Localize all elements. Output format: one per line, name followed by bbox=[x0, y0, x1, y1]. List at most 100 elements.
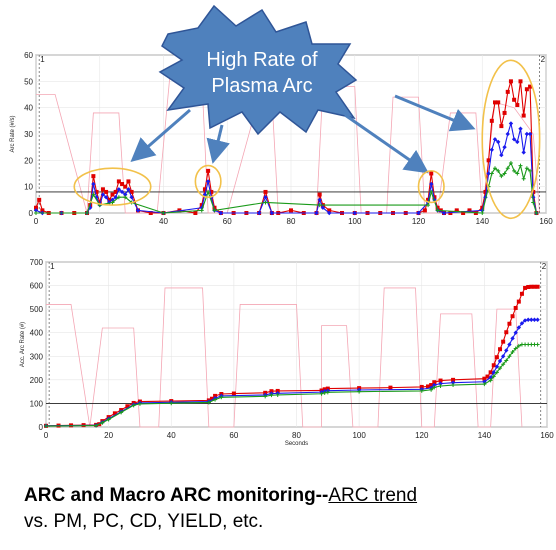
point-red bbox=[461, 211, 466, 215]
point-green bbox=[534, 211, 539, 215]
point-red bbox=[505, 89, 510, 94]
point-red bbox=[513, 305, 518, 310]
point-blue bbox=[352, 210, 357, 216]
point-red bbox=[510, 314, 515, 319]
point-blue bbox=[519, 321, 525, 326]
point-red bbox=[212, 205, 217, 210]
y-tick-label: 50 bbox=[24, 77, 33, 86]
x-tick-label: 60 bbox=[223, 217, 232, 226]
point-green bbox=[531, 200, 536, 205]
point-red bbox=[502, 110, 507, 115]
point-green bbox=[513, 346, 518, 351]
point-blue bbox=[513, 330, 518, 335]
point-green bbox=[505, 166, 510, 171]
point-blue bbox=[33, 208, 39, 213]
point-blue bbox=[489, 147, 495, 152]
point-blue bbox=[492, 137, 498, 142]
highlight-ellipse bbox=[481, 59, 541, 220]
point-red bbox=[435, 205, 440, 210]
point-red bbox=[120, 182, 125, 187]
point-blue bbox=[441, 210, 447, 216]
point-green bbox=[34, 211, 38, 215]
x-tick-label: 0 bbox=[34, 217, 39, 226]
point-red bbox=[327, 208, 332, 213]
point-green bbox=[498, 366, 503, 371]
x-tick-label: 40 bbox=[159, 217, 168, 226]
point-red bbox=[515, 103, 520, 108]
point-green bbox=[501, 362, 506, 367]
point-blue bbox=[518, 126, 523, 131]
point-red bbox=[209, 396, 214, 401]
point-green bbox=[161, 211, 166, 215]
point-green bbox=[507, 354, 512, 359]
point-red bbox=[496, 100, 501, 105]
point-blue bbox=[510, 336, 515, 341]
y-tick-label: 60 bbox=[24, 51, 33, 60]
y-tick-label: 600 bbox=[30, 282, 44, 291]
x-tick-label: 80 bbox=[292, 431, 301, 440]
point-red bbox=[482, 376, 487, 381]
point-red bbox=[202, 187, 207, 192]
point-blue bbox=[314, 210, 319, 216]
point-red bbox=[126, 179, 131, 184]
point-blue bbox=[269, 210, 275, 216]
point-red bbox=[486, 158, 491, 163]
caption-line-1: ARC and Macro ARC monitoring--ARC trend bbox=[24, 483, 544, 509]
point-green bbox=[435, 208, 440, 213]
highlight-ellipse bbox=[194, 164, 222, 198]
series-line-blue bbox=[45, 319, 538, 427]
point-blue bbox=[507, 342, 512, 347]
point-red bbox=[535, 284, 540, 289]
point-blue bbox=[504, 348, 509, 353]
point-green bbox=[504, 358, 509, 363]
point-red bbox=[116, 179, 121, 184]
x-tick-label: 120 bbox=[415, 431, 429, 440]
point-blue bbox=[429, 181, 434, 187]
point-blue bbox=[500, 354, 506, 359]
caption-line-2: vs. PM, PC, CD, YIELD, etc. bbox=[24, 511, 264, 532]
point-red bbox=[209, 189, 214, 194]
y-tick-label: 200 bbox=[30, 376, 44, 385]
point-red bbox=[199, 203, 204, 208]
x-tick-label: 0 bbox=[44, 431, 49, 440]
y-tick-label: 0 bbox=[29, 209, 34, 218]
point-blue bbox=[486, 171, 491, 176]
point-red bbox=[523, 285, 528, 290]
point-green bbox=[524, 166, 529, 171]
x-tick-label: 100 bbox=[348, 217, 362, 226]
point-green bbox=[510, 350, 515, 355]
x-tick-label: 80 bbox=[287, 217, 296, 226]
marker-label: 2 bbox=[542, 262, 547, 271]
point-red bbox=[429, 171, 434, 176]
point-red bbox=[275, 388, 280, 393]
point-red bbox=[489, 118, 494, 123]
point-red bbox=[518, 79, 523, 84]
point-blue bbox=[497, 358, 503, 364]
point-green bbox=[325, 390, 330, 395]
point-green bbox=[438, 383, 443, 388]
point-green bbox=[502, 171, 507, 176]
point-green bbox=[491, 374, 496, 379]
point-red bbox=[529, 284, 534, 289]
point-green bbox=[85, 211, 89, 215]
point-red bbox=[94, 189, 99, 194]
point-blue bbox=[320, 205, 326, 210]
point-green bbox=[123, 195, 128, 200]
point-red bbox=[231, 391, 236, 396]
point-red bbox=[498, 347, 503, 352]
point-blue bbox=[416, 210, 421, 216]
accumulated-arc-chart-panel: 1 2 0 20 40 60 80 100 120 140 160 0 100 200 300 400 500 6… bbox=[0, 252, 556, 447]
point-blue bbox=[480, 208, 485, 213]
x-axis-label: Seconds bbox=[285, 441, 308, 447]
point-blue bbox=[522, 318, 528, 323]
point-red bbox=[40, 208, 45, 213]
point-green bbox=[317, 203, 322, 208]
point-red bbox=[532, 284, 537, 289]
point-red bbox=[110, 192, 115, 197]
point-green bbox=[319, 391, 324, 396]
point-blue bbox=[516, 325, 522, 330]
point-red bbox=[317, 192, 322, 197]
point-red bbox=[519, 291, 524, 296]
x-tick-label: 100 bbox=[352, 431, 366, 440]
point-green bbox=[263, 394, 268, 399]
